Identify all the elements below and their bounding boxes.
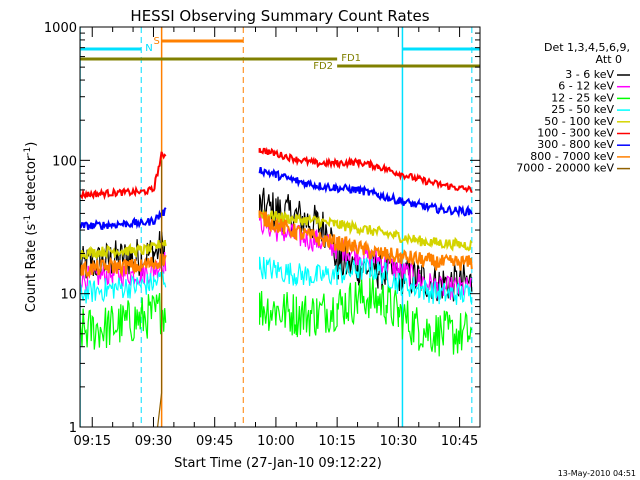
y-tick-label: 1	[69, 421, 77, 436]
x-axis-label: Start Time (27-Jan-10 09:12:22)	[174, 456, 382, 471]
y-axis-label: Count Rate (s-1 detector-1)	[23, 142, 39, 313]
ylabel-end: )	[24, 142, 39, 147]
ylabel-sup2: -1	[23, 147, 33, 156]
legend-entry-label: 800 - 7000 keV	[530, 150, 614, 163]
legend-entry-label: 7000 - 20000 keV	[516, 162, 614, 175]
legend-entry-label: 25 - 50 keV	[551, 103, 614, 116]
y-tick-label: 100	[52, 154, 77, 169]
x-tick-label: 09:15	[74, 434, 111, 449]
footer-timestamp: 13-May-2010 04:51	[558, 469, 636, 478]
y-tick-label: 1000	[44, 21, 77, 36]
series-line	[80, 209, 473, 279]
legend-entry-label: 100 - 300 keV	[537, 127, 614, 140]
annotation-group: NS FD1 FD2	[80, 36, 480, 72]
legend-header: Att 0	[596, 53, 622, 66]
legend-entry-label: 50 - 100 keV	[544, 115, 614, 128]
y-tick-label: 10	[60, 288, 77, 303]
series-line	[157, 160, 163, 427]
annotation-s-label: S	[153, 36, 159, 47]
x-tick-label: 09:30	[135, 434, 172, 449]
legend-entry-label: 3 - 6 keV	[565, 68, 614, 81]
annotation-fd2-label: FD2	[313, 61, 333, 72]
x-tick-label: 10:45	[441, 434, 478, 449]
annotation-n-label: N	[145, 43, 152, 54]
x-tick-label: 10:30	[380, 434, 417, 449]
legend-entry-label: 300 - 800 keV	[537, 138, 614, 151]
x-axis: 09:15 09:30 09:45 10:00 10:15 10:30 10:45	[74, 27, 481, 449]
annotation-fd1-label: FD1	[341, 53, 361, 64]
series-line	[80, 146, 473, 201]
ylabel-main: Count Rate (s	[24, 224, 39, 313]
legend-entry-label: 12 - 25 keV	[551, 91, 614, 104]
x-tick-label: 10:15	[318, 434, 355, 449]
series-group	[80, 146, 473, 427]
ylabel-sup1: -1	[23, 215, 33, 224]
x-tick-label: 10:00	[257, 434, 294, 449]
plot-frame	[79, 26, 481, 428]
x-tick-label: 09:45	[196, 434, 233, 449]
legend-header: Det 1,3,4,5,6,9,	[544, 41, 630, 54]
series-line	[80, 256, 473, 305]
y-axis: 1 10 100 1000	[44, 21, 480, 436]
series-line	[80, 167, 473, 230]
series-line	[80, 208, 473, 260]
series-line	[80, 275, 473, 357]
ylabel-mid: detector	[24, 155, 39, 215]
legend-entry-label: 6 - 12 keV	[558, 80, 614, 93]
chart-title: HESSI Observing Summary Count Rates	[130, 7, 429, 25]
